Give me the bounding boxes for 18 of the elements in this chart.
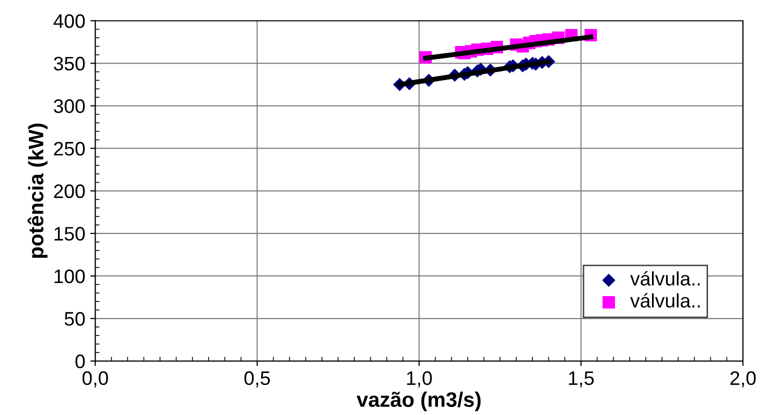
- y-tick-label: 350: [54, 56, 85, 71]
- x-tick-label: 0,5: [244, 371, 270, 388]
- x-tick-label: 1,0: [407, 371, 432, 388]
- y-tick-label: 200: [54, 184, 85, 198]
- legend-label: válvula..: [630, 293, 700, 308]
- x-tick-label: 1,5: [568, 371, 594, 388]
- y-tick-label: 300: [54, 99, 85, 114]
- y-tick-label: 400: [54, 14, 85, 28]
- x-tick-label: 2,0: [730, 371, 756, 388]
- y-tick-label: 0: [75, 354, 85, 368]
- y-tick-label: 100: [54, 269, 85, 284]
- y-tick-label: 250: [54, 142, 85, 156]
- y-axis-title: potência (kW): [28, 124, 48, 258]
- legend-label: válvula..: [630, 271, 700, 286]
- x-tick-label: 0,0: [82, 371, 108, 388]
- y-tick-label: 50: [64, 312, 85, 326]
- y-tick-label: 150: [54, 226, 85, 241]
- x-axis-title: vazão (m3/s): [356, 392, 481, 412]
